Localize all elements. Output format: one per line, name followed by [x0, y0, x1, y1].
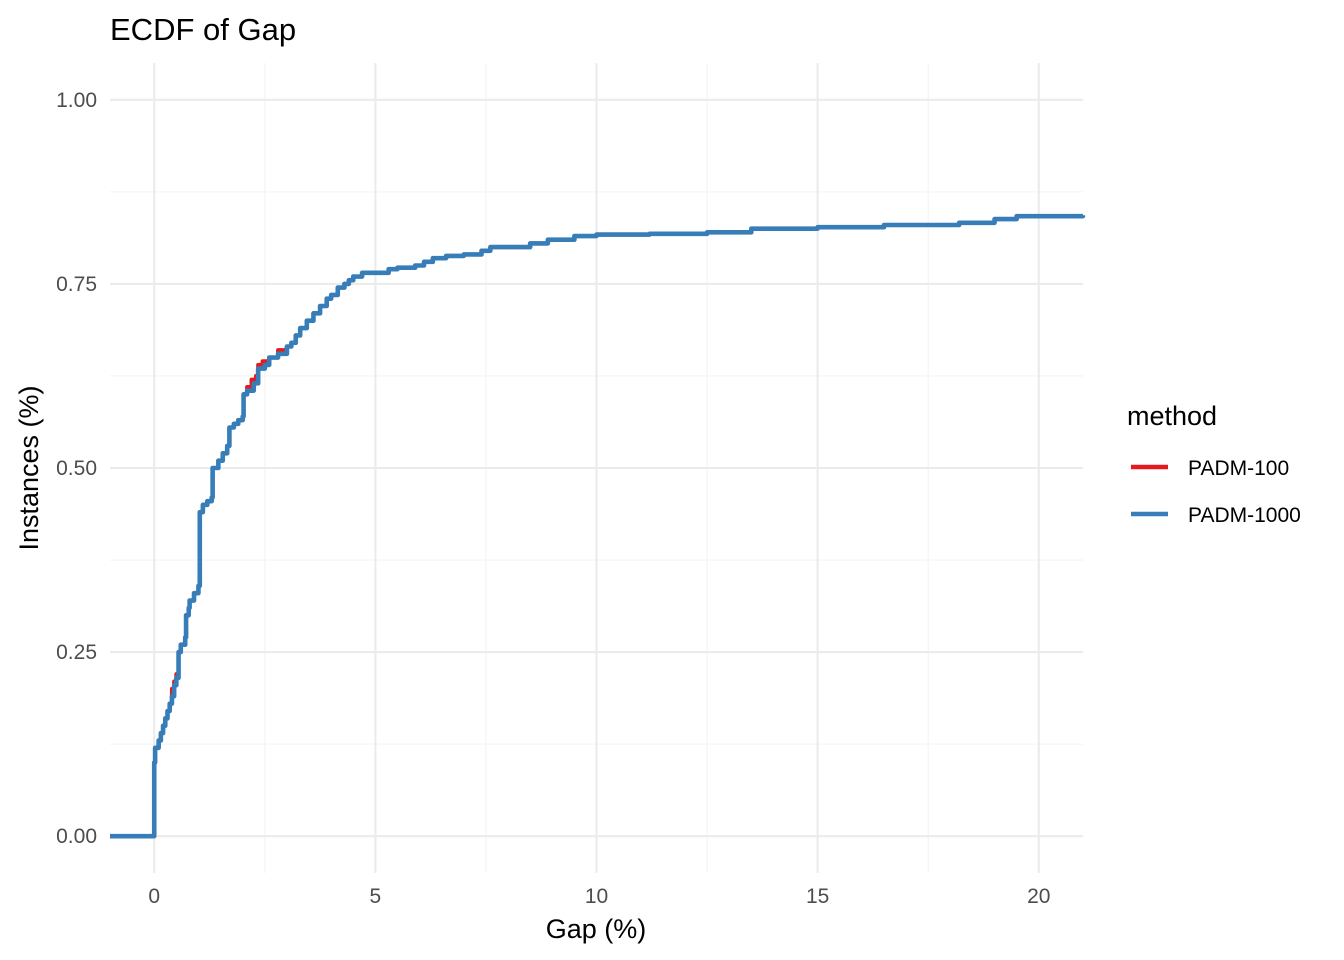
- y-tick-label: 0.75: [56, 273, 97, 296]
- x-tick-label: 20: [1027, 885, 1050, 908]
- y-tick-label: 0.00: [56, 825, 97, 848]
- legend: method PADM-100 PADM-1000: [1127, 401, 1301, 527]
- legend-label-padm-1000: PADM-1000: [1188, 504, 1301, 527]
- x-tick-label: 10: [585, 885, 608, 908]
- series-lines: [110, 213, 1086, 839]
- legend-title: method: [1127, 401, 1217, 431]
- chart-title: ECDF of Gap: [110, 12, 296, 47]
- x-tick-label: 0: [148, 885, 160, 908]
- legend-label-padm-100: PADM-100: [1188, 457, 1289, 480]
- x-tick-label: 5: [370, 885, 382, 908]
- y-tick-label: 1.00: [56, 89, 97, 112]
- y-axis-title: Instances (%): [14, 385, 44, 550]
- x-tick-label: 15: [806, 885, 829, 908]
- legend-items: PADM-100 PADM-1000: [1131, 457, 1301, 527]
- x-axis-ticks: 0 5 10 15 20: [148, 885, 1050, 908]
- y-axis-ticks: 0.00 0.25 0.50 0.75 1.00: [56, 89, 97, 848]
- x-axis-title: Gap (%): [546, 914, 647, 944]
- y-tick-label: 0.25: [56, 641, 97, 664]
- y-tick-label: 0.50: [56, 457, 97, 480]
- major-gridlines: [110, 63, 1083, 873]
- series-line-padm-1000: [110, 213, 1086, 839]
